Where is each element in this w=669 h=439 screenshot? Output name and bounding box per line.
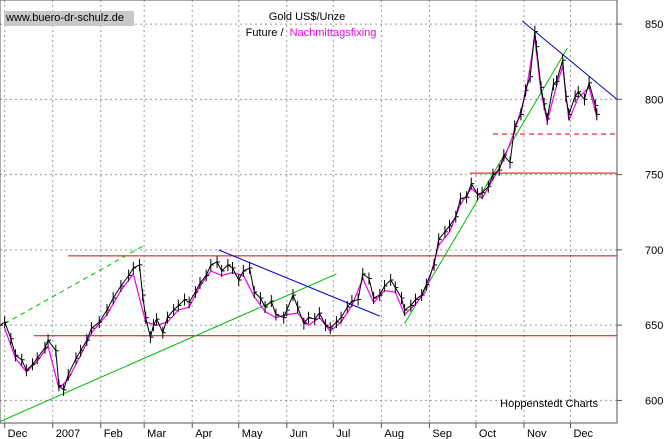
x-tick-label: Feb <box>104 428 123 439</box>
x-tick-label: Apr <box>195 428 212 439</box>
x-tick-label: Dec <box>8 428 28 439</box>
x-tick-label: May <box>242 428 263 439</box>
x-tick-label: Jun <box>290 428 308 439</box>
y-tick-label: 750 <box>645 170 663 182</box>
chart-subtitle: Future / Nachmittagsfixing <box>246 27 377 39</box>
horizontal-levels <box>34 133 617 337</box>
y-tick-label: 650 <box>645 320 663 332</box>
trend-lines <box>0 20 618 422</box>
downtrend-line <box>218 249 381 317</box>
plot-frame <box>0 0 618 424</box>
y-tick-label: 600 <box>645 395 663 407</box>
uptrend-line <box>4 244 145 325</box>
x-tick-label: Dec <box>573 428 593 439</box>
x-tick-label: Aug <box>384 428 404 439</box>
y-axis-ticks: 600 650 700 750 800 850 <box>617 19 663 407</box>
watermark-url: www.buero-dr-schulz.de <box>6 12 124 24</box>
y-tick-label: 800 <box>645 94 663 106</box>
x-tick-label: Oct <box>479 428 496 439</box>
x-tick-label: 2007 <box>56 428 80 439</box>
uptrend-line <box>0 273 337 422</box>
subtitle-fixing: Nachmittagsfixing <box>290 27 377 39</box>
x-tick-label: Nov <box>527 428 547 439</box>
x-tick-label: Sep <box>432 428 452 439</box>
source-label: Hoppenstedt Charts <box>500 398 598 410</box>
downtrend-line <box>522 20 618 100</box>
x-axis-ticks: Dec 2007 Feb Mar Apr May Jun Jul Aug Sep Oct Nov Dec <box>4 423 594 439</box>
watermark-background <box>4 11 134 26</box>
x-tick-label: Mar <box>147 428 166 439</box>
chart-title: Gold US$/Unze <box>269 11 345 23</box>
y-tick-label: 700 <box>645 245 663 257</box>
y-tick-label: 850 <box>645 19 663 31</box>
uptrend-line <box>404 47 568 324</box>
x-tick-label: Jul <box>336 428 350 439</box>
series <box>0 25 600 396</box>
grid <box>0 0 617 423</box>
subtitle-future: Future / <box>246 27 285 39</box>
